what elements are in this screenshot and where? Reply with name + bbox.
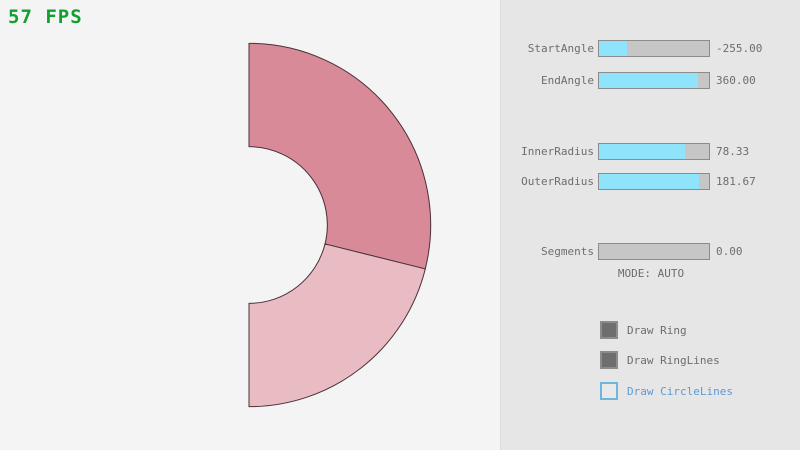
slider-label: OuterRadius [521,174,594,188]
slider-fill [599,40,627,56]
slider-label: EndAngle [541,73,594,87]
slider-value: 181.67 [716,174,756,188]
slider-value: -255.00 [716,41,763,55]
slider-fill [599,173,700,189]
donut-segment-small [248,243,426,408]
slider-label: Segments [541,244,594,258]
checkbox-row-draw-ring[interactable]: Draw Ring [600,320,687,340]
slider-value: 78.33 [716,144,750,158]
donut-segment-large [248,42,432,270]
checkbox-label: Draw Ring [627,323,687,337]
slider-track-outerradius[interactable] [598,172,710,190]
slider-track-segments[interactable] [598,242,710,260]
checkbox-draw-circlelines[interactable] [600,382,618,400]
slider-value: 0.00 [716,244,743,258]
checkbox-row-draw-ringlines[interactable]: Draw RingLines [600,350,720,370]
checkbox-draw-ringlines[interactable] [600,351,618,369]
slider-fill [599,72,698,88]
slider-row-innerradius: InnerRadius 78.33 [501,142,800,160]
slider-label: InnerRadius [521,144,594,158]
checkbox-label: Draw CircleLines [627,384,733,398]
slider-fill [599,143,685,159]
slider-row-endangle: EndAngle 360.00 [501,71,800,89]
checkbox-label: Draw RingLines [627,353,720,367]
fps-counter: 57 FPS [8,6,83,28]
controls-panel: StartAngle -255.00 EndAngle 360.00 InnerRadi… [500,0,800,450]
slider-row-segments: Segments 0.00 [501,242,800,260]
ring-canvas[interactable]: 57 FPS [0,0,500,450]
mode-status-text: MODE: AUTO [617,267,685,280]
slider-row-startangle: StartAngle -255.00 [501,39,800,57]
donut-chart [248,42,432,408]
slider-value: 360.00 [716,73,756,87]
slider-track-startangle[interactable] [598,39,710,57]
slider-label: StartAngle [527,41,594,55]
slider-track-endangle[interactable] [598,71,710,89]
checkbox-row-draw-circlelines[interactable]: Draw CircleLines [600,381,733,401]
slider-track-innerradius[interactable] [598,142,710,160]
checkbox-draw-ring[interactable] [600,321,618,339]
slider-row-outerradius: OuterRadius 181.67 [501,172,800,190]
